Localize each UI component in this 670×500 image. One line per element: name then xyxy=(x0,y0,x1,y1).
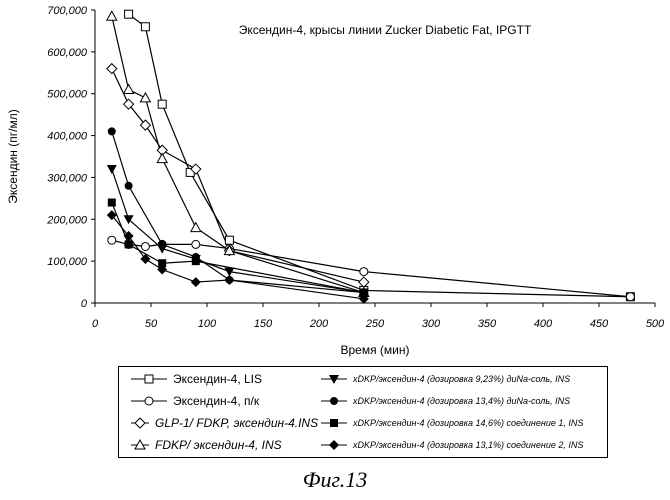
data-point-circle-filled xyxy=(125,182,133,190)
data-point-circle-filled xyxy=(108,127,116,135)
x-tick-label: 250 xyxy=(365,318,385,330)
legend-item-xdkp-146: xDKP/эксендин-4 (дозировка 14,6%) соедин… xyxy=(319,414,583,432)
data-point-triangle-open xyxy=(157,154,167,163)
x-tick-label: 100 xyxy=(198,318,217,330)
series-line-5 xyxy=(112,131,364,292)
figure-caption: Фиг.13 xyxy=(0,467,670,493)
square-filled-marker-icon xyxy=(319,416,349,430)
series-line-3 xyxy=(112,16,364,292)
data-point-circle-open xyxy=(108,236,116,244)
x-tick-label: 200 xyxy=(309,318,329,330)
data-point-diamond-filled xyxy=(191,277,201,287)
y-tick-label: 100,000 xyxy=(47,256,88,268)
data-point-triangle-open xyxy=(107,11,117,20)
x-tick-label: 50 xyxy=(145,318,158,330)
y-tick-label: 200,000 xyxy=(46,214,88,226)
legend-item-xdkp-131: xDKP/эксендин-4 (дозировка 13,1%) соедин… xyxy=(319,436,583,454)
y-tick-label: 500,000 xyxy=(47,89,88,101)
x-tick-label: 150 xyxy=(254,318,273,330)
data-point-circle-filled xyxy=(158,240,166,248)
y-tick-label: 600,000 xyxy=(47,47,88,59)
chart-title: Эксендин-4, крысы линии Zucker Diabetic … xyxy=(239,23,532,37)
legend-item-glp1: GLP-1/ FDKP, эксендин-4.INS xyxy=(129,414,318,432)
diamond-open-marker-icon xyxy=(129,416,151,430)
data-point-square-open xyxy=(125,10,133,18)
y-tick-label: 0 xyxy=(81,298,88,310)
data-point-diamond-filled xyxy=(224,275,234,285)
square-open-marker-icon xyxy=(129,372,169,386)
legend-label: xDKP/эксендин-4 (дозировка 9,23%) диNa-с… xyxy=(353,374,570,384)
series-line-1 xyxy=(112,240,631,297)
x-tick-label: 0 xyxy=(92,318,99,330)
legend-item-xdkp-134: xDKP/эксендин-4 (дозировка 13,4%) диNa-с… xyxy=(319,392,570,410)
data-point-circle-open xyxy=(192,240,200,248)
y-tick-label: 300,000 xyxy=(47,172,88,184)
circle-filled-marker-icon xyxy=(319,394,349,408)
x-tick-label: 450 xyxy=(590,318,609,330)
legend-item-sc: Эксендин-4, п/к xyxy=(129,392,259,410)
data-point-triangle-open xyxy=(140,93,150,102)
y-tick-label: 700,000 xyxy=(47,5,88,17)
data-point-square-filled xyxy=(108,199,116,207)
data-point-square-open xyxy=(225,236,233,244)
data-point-triangle-open xyxy=(124,85,134,94)
data-point-square-open xyxy=(141,23,149,31)
data-point-diamond-open xyxy=(107,64,117,74)
data-point-triangle-down-filled xyxy=(107,165,117,174)
legend-label: GLP-1/ FDKP, эксендин-4.INS xyxy=(155,416,318,430)
series-line-4 xyxy=(112,169,364,292)
data-point-circle-open xyxy=(141,242,149,250)
data-point-diamond-open xyxy=(359,277,369,287)
data-point-square-filled xyxy=(192,257,200,265)
data-point-circle-open xyxy=(626,293,634,301)
chart-plot: 0 100,000 200,000 300,000 400,000 500,000 600,… xyxy=(0,0,670,365)
legend-label: xDKP/эксендин-4 (дозировка 14,6%) соедин… xyxy=(353,418,583,428)
legend-label: xDKP/эксендин-4 (дозировка 13,1%) соедин… xyxy=(353,440,583,450)
triangle-down-filled-marker-icon xyxy=(319,372,349,386)
legend-item-fdkp: FDKP/ эксендин-4, INS xyxy=(129,436,282,454)
legend-label: FDKP/ эксендин-4, INS xyxy=(155,438,282,452)
x-tick-label: 400 xyxy=(534,318,553,330)
data-point-circle-open xyxy=(360,268,368,276)
legend-item-xdkp-923: xDKP/эксендин-4 (дозировка 9,23%) диNa-с… xyxy=(319,370,570,388)
x-tick-label: 500 xyxy=(646,318,665,330)
data-point-triangle-open xyxy=(191,223,201,232)
diamond-filled-marker-icon xyxy=(319,438,349,452)
data-point-square-filled xyxy=(125,240,133,248)
legend-label: xDKP/эксендин-4 (дозировка 13,4%) диNa-с… xyxy=(353,396,570,406)
legend-item-lis: Эксендин-4, LIS xyxy=(129,370,262,388)
y-axis-title: Эксендин (пг/мл) xyxy=(6,109,20,203)
data-point-square-open xyxy=(158,100,166,108)
circle-open-marker-icon xyxy=(129,394,169,408)
y-tick-label: 400,000 xyxy=(47,131,88,143)
triangle-open-marker-icon xyxy=(129,438,151,452)
legend-label: Эксендин-4, п/к xyxy=(173,394,259,408)
x-tick-label: 350 xyxy=(478,318,497,330)
x-axis-title: Время (мин) xyxy=(340,343,409,357)
x-tick-label: 300 xyxy=(422,318,441,330)
legend-label: Эксендин-4, LIS xyxy=(173,372,262,386)
chart-legend: Эксендин-4, LIS Эксендин-4, п/к GLP-1/ F… xyxy=(118,366,608,458)
series-line-0 xyxy=(129,14,631,297)
